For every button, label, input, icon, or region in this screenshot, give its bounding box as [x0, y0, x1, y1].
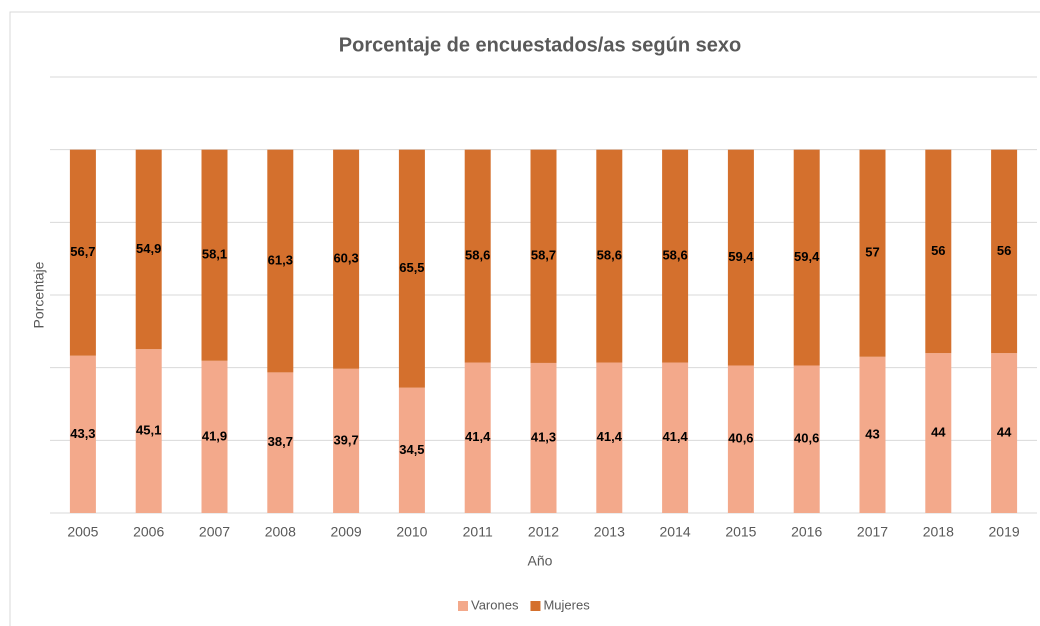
data-label: 43: [865, 426, 879, 441]
bar-segment: [530, 149, 557, 363]
bar-segment: [464, 149, 491, 363]
data-label: 65,5: [399, 260, 424, 275]
bar-segment: [925, 353, 952, 513]
bar-segment: [201, 149, 228, 361]
x-tick-label: 2015: [725, 524, 756, 540]
bar-segment: [596, 149, 623, 363]
data-label: 40,6: [794, 431, 819, 446]
x-axis-title: Año: [528, 553, 553, 569]
x-tick-label: 2007: [199, 524, 230, 540]
bar-segment: [662, 362, 689, 513]
bar-segment: [69, 355, 96, 513]
x-tick-label: 2014: [660, 524, 691, 540]
data-label: 43,3: [70, 426, 95, 441]
data-label: 57: [865, 245, 879, 260]
data-label: 56: [931, 243, 945, 258]
bar-segment: [727, 365, 754, 513]
data-label: 60,3: [333, 251, 358, 266]
bar-segment: [201, 360, 228, 513]
data-label: 56: [997, 243, 1011, 258]
y-axis-title: Porcentaje: [31, 261, 47, 328]
x-tick-label: 2016: [791, 524, 822, 540]
bar-segment: [859, 356, 886, 513]
bar-segment: [793, 149, 820, 366]
legend-swatch: [458, 601, 468, 611]
data-label: 41,4: [465, 429, 491, 444]
bar-segment: [925, 149, 952, 354]
x-tick-label: 2013: [594, 524, 625, 540]
bar-segment: [793, 365, 820, 513]
bar-segment: [267, 149, 294, 373]
bar-segment: [991, 149, 1018, 354]
data-label: 38,7: [268, 434, 293, 449]
x-tick-label: 2008: [265, 524, 296, 540]
data-label: 40,6: [728, 431, 753, 446]
x-tick-label: 2018: [923, 524, 954, 540]
x-tick-label: 2019: [989, 524, 1020, 540]
bar-segment: [662, 149, 689, 363]
x-tick-label: 2005: [67, 524, 98, 540]
data-label: 54,9: [136, 241, 161, 256]
data-label: 58,6: [465, 248, 490, 263]
data-label: 58,6: [662, 248, 687, 263]
data-label: 41,9: [202, 428, 227, 443]
legend-label: Mujeres: [543, 597, 590, 612]
data-label: 41,3: [531, 429, 556, 444]
bar-segment: [596, 362, 623, 513]
x-tick-label: 2011: [463, 524, 493, 540]
legend-label: Varones: [471, 597, 519, 612]
x-tick-label: 2012: [528, 524, 559, 540]
data-label: 34,5: [399, 442, 424, 457]
data-label: 59,4: [728, 249, 754, 264]
x-tick-label: 2009: [331, 524, 362, 540]
data-label: 41,4: [662, 429, 688, 444]
bar-segment: [530, 362, 557, 513]
data-label: 44: [997, 425, 1012, 440]
data-label: 44: [931, 425, 946, 440]
bar-segment: [135, 149, 162, 350]
data-label: 59,4: [794, 249, 820, 264]
x-tick-label: 2017: [857, 524, 888, 540]
bar-segment: [267, 372, 294, 513]
data-label: 41,4: [597, 429, 623, 444]
bar-segment: [859, 149, 886, 357]
data-label: 39,7: [333, 432, 358, 447]
x-tick-label: 2006: [133, 524, 164, 540]
bar-segment: [398, 387, 425, 513]
legend-swatch: [530, 601, 541, 611]
data-label: 58,6: [597, 248, 622, 263]
bar-segment: [333, 368, 360, 513]
bar-segment: [727, 149, 754, 366]
bar-segment: [991, 353, 1018, 513]
data-label: 58,7: [531, 248, 556, 263]
bar-segment: [69, 149, 96, 356]
bar-segment: [464, 362, 491, 513]
x-tick-label: 2010: [396, 524, 427, 540]
data-label: 56,7: [70, 244, 95, 259]
data-label: 61,3: [268, 252, 293, 267]
data-label: 45,1: [136, 423, 161, 438]
bar-segment: [398, 149, 425, 388]
bar-segment: [333, 149, 360, 369]
bar-segment: [135, 349, 162, 513]
chart-title: Porcentaje de encuestados/as según sexo: [339, 34, 741, 56]
data-label: 58,1: [202, 247, 227, 262]
